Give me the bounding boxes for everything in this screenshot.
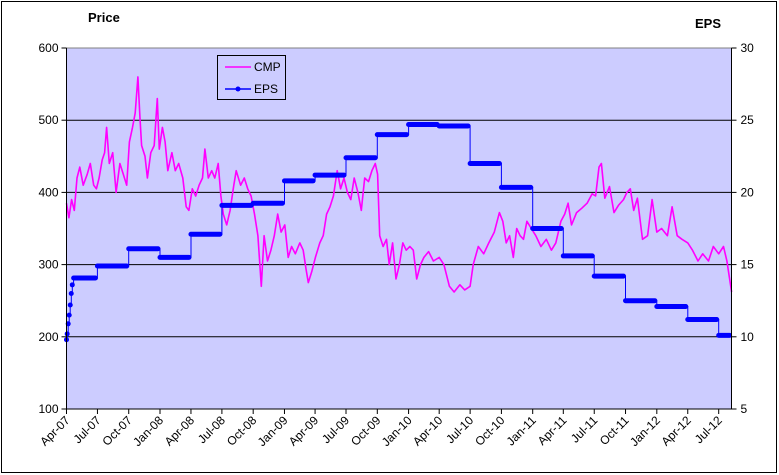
cmp-line xyxy=(65,76,733,293)
left-tick-label: 200 xyxy=(38,330,58,344)
x-tick-label: Jul-09 xyxy=(319,413,352,446)
x-tick-label: Apr-10 xyxy=(410,413,446,449)
x-tick-label: Jan-11 xyxy=(504,413,539,448)
x-tick-label: Jul-12 xyxy=(692,413,725,446)
x-tick-label: Apr-07 xyxy=(37,413,73,449)
legend-eps-marker xyxy=(235,86,241,92)
legend-eps-label: EPS xyxy=(254,82,278,96)
x-tick-label: Jul-10 xyxy=(443,413,476,446)
x-tick-label: Jan-09 xyxy=(255,413,291,449)
left-tick-label: 600 xyxy=(38,41,58,55)
x-tick-label: Oct-10 xyxy=(472,413,508,449)
x-tick-label: Apr-08 xyxy=(162,413,198,449)
right-tick-label: 25 xyxy=(741,113,755,127)
left-tick-label: 500 xyxy=(38,113,58,127)
left-tick-label: 100 xyxy=(38,402,58,416)
x-tick-label: Jan-10 xyxy=(379,413,415,449)
x-tick-label: Oct-08 xyxy=(224,413,260,449)
right-tick-label: 5 xyxy=(741,402,748,416)
plot-area xyxy=(66,47,732,410)
x-tick-label: Jul-08 xyxy=(195,413,228,446)
x-tick-label: Jul-07 xyxy=(71,413,104,446)
left-tick-label: 400 xyxy=(38,185,58,199)
x-tick-label: Oct-11 xyxy=(597,413,632,448)
left-axis-title: Price xyxy=(88,10,120,25)
right-axis-title: EPS xyxy=(695,16,721,31)
left-tick-label: 300 xyxy=(38,258,58,272)
eps-line xyxy=(66,124,732,341)
x-tick-label: Oct-07 xyxy=(99,413,135,449)
x-tick-label: Apr-09 xyxy=(286,413,322,449)
x-tick-label: Jul-11 xyxy=(568,413,601,446)
x-tick-label: Apr-11 xyxy=(535,413,570,448)
x-tick-label: Apr-12 xyxy=(659,413,695,449)
right-tick-label: 10 xyxy=(741,330,755,344)
x-tick-label: Jan-12 xyxy=(627,413,663,449)
right-tick-label: 15 xyxy=(741,258,755,272)
legend: CMP EPS xyxy=(217,55,286,100)
right-tick-label: 30 xyxy=(741,41,755,55)
x-tick-label: Jan-08 xyxy=(130,413,166,449)
legend-cmp-label: CMP xyxy=(254,60,281,74)
right-tick-label: 20 xyxy=(741,185,755,199)
x-tick-label: Oct-09 xyxy=(348,413,384,449)
